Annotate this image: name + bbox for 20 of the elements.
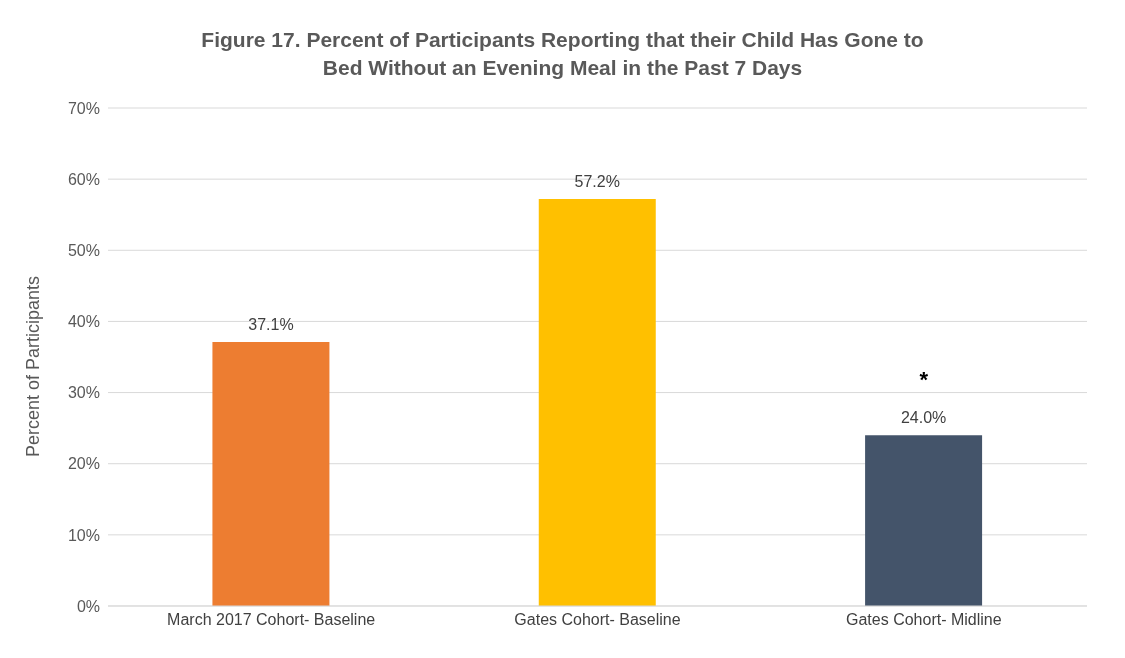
bar: [212, 342, 330, 606]
annotation: *: [919, 367, 929, 393]
y-tick-label: 40%: [67, 313, 100, 331]
data-label: 57.2%: [574, 173, 620, 191]
data-label: 37.1%: [248, 316, 294, 334]
y-tick-label: 10%: [67, 526, 100, 544]
y-tick-label: 0%: [76, 597, 100, 615]
x-tick-label: Gates Cohort- Baseline: [514, 611, 681, 629]
y-tick-label: 60%: [67, 170, 100, 188]
y-tick-label: 20%: [67, 455, 100, 473]
x-tick-label: Gates Cohort- Midline: [846, 611, 1002, 629]
x-tick-label: March 2017 Cohort- Baseline: [167, 611, 376, 629]
chart-title: Figure 17. Percent of Participants Reporting that their Child Has Gone to Bed Without an Evening Meal in the Past 7 Days: [200, 27, 925, 81]
data-label: 24.0%: [900, 409, 947, 427]
y-tick-label: 70%: [67, 99, 100, 117]
bar: [538, 199, 656, 606]
y-axis-title: Percent of Participants: [23, 275, 44, 457]
y-tick-label: 30%: [67, 384, 100, 402]
y-tick-label: 50%: [67, 241, 100, 259]
bar: [865, 435, 983, 606]
